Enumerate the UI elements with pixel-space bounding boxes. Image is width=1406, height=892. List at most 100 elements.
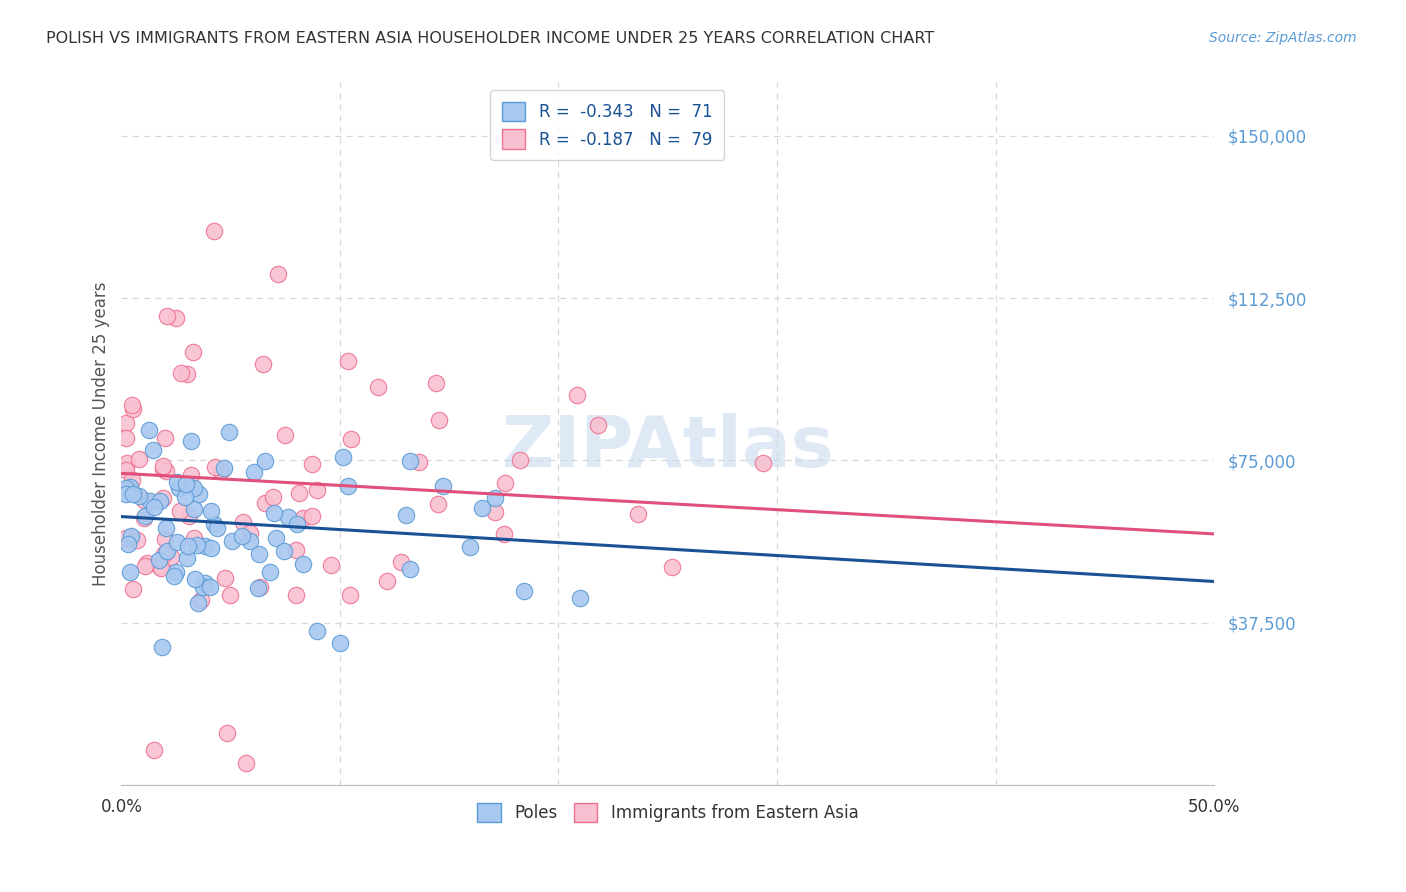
Point <box>249 547 271 561</box>
Point <box>329 636 352 650</box>
Point <box>174 491 197 505</box>
Point <box>156 544 179 558</box>
Point <box>169 504 191 518</box>
Point <box>339 588 361 602</box>
Point <box>239 533 262 548</box>
Point <box>194 576 217 591</box>
Point <box>120 529 142 543</box>
Point <box>408 455 430 469</box>
Point <box>150 640 173 655</box>
Point <box>259 565 281 579</box>
Point <box>179 509 201 524</box>
Point <box>153 431 176 445</box>
Point <box>221 533 243 548</box>
Point <box>177 539 200 553</box>
Point <box>253 453 276 467</box>
Point <box>484 491 506 505</box>
Point <box>301 509 323 524</box>
Point <box>202 517 225 532</box>
Y-axis label: Householder Income Under 25 years: Householder Income Under 25 years <box>93 281 110 585</box>
Point <box>492 527 515 541</box>
Point <box>134 511 156 525</box>
Point <box>200 580 222 594</box>
Point <box>214 571 236 585</box>
Point <box>336 353 359 368</box>
Point <box>232 515 254 529</box>
Point <box>427 497 450 511</box>
Point <box>218 425 240 440</box>
Point <box>167 481 190 495</box>
Point <box>494 475 516 490</box>
Point <box>115 463 138 477</box>
Point <box>191 581 214 595</box>
Point <box>292 557 315 571</box>
Point <box>626 507 648 521</box>
Point <box>114 416 136 430</box>
Point <box>142 443 165 458</box>
Point <box>263 506 285 520</box>
Legend: Poles, Immigrants from Eastern Asia: Poles, Immigrants from Eastern Asia <box>471 797 865 830</box>
Point <box>427 413 450 427</box>
Point <box>122 487 145 501</box>
Point <box>565 388 588 402</box>
Point <box>586 418 609 433</box>
Point <box>569 591 592 605</box>
Point <box>307 624 329 639</box>
Point <box>121 473 143 487</box>
Point <box>267 268 290 282</box>
Point <box>209 464 232 478</box>
Point <box>458 541 481 555</box>
Point <box>284 543 307 558</box>
Point <box>425 376 447 390</box>
Point <box>243 465 266 479</box>
Point <box>513 584 536 599</box>
Point <box>292 511 315 525</box>
Point <box>200 504 222 518</box>
Point <box>399 454 422 468</box>
Point <box>148 552 170 566</box>
Point <box>180 467 202 482</box>
Point <box>287 517 309 532</box>
Point <box>249 580 271 594</box>
Point <box>254 495 277 509</box>
Point <box>205 521 228 535</box>
Point <box>152 462 174 476</box>
Text: ZIPAtlas: ZIPAtlas <box>502 413 834 482</box>
Point <box>114 531 136 545</box>
Point <box>264 531 287 545</box>
Point <box>219 588 242 602</box>
Point <box>134 559 156 574</box>
Point <box>287 485 309 500</box>
Point <box>132 493 155 508</box>
Point <box>153 547 176 561</box>
Point <box>273 544 295 558</box>
Point <box>752 456 775 470</box>
Point <box>340 432 363 446</box>
Point <box>332 450 354 464</box>
Point <box>166 475 188 489</box>
Point <box>166 535 188 549</box>
Text: Source: ZipAtlas.com: Source: ZipAtlas.com <box>1209 31 1357 45</box>
Point <box>135 557 157 571</box>
Point <box>190 593 212 607</box>
Point <box>163 568 186 582</box>
Point <box>377 574 399 588</box>
Point <box>174 477 197 491</box>
Point <box>398 562 420 576</box>
Point <box>262 490 284 504</box>
Point <box>395 508 418 523</box>
Point <box>391 555 413 569</box>
Point <box>127 533 149 547</box>
Point <box>176 550 198 565</box>
Point <box>156 309 179 323</box>
Point <box>134 509 156 524</box>
Point <box>184 572 207 586</box>
Point <box>155 521 177 535</box>
Point <box>509 452 531 467</box>
Point <box>117 537 139 551</box>
Point <box>122 401 145 416</box>
Point <box>337 479 360 493</box>
Point <box>277 509 299 524</box>
Point <box>183 481 205 495</box>
Point <box>202 224 225 238</box>
